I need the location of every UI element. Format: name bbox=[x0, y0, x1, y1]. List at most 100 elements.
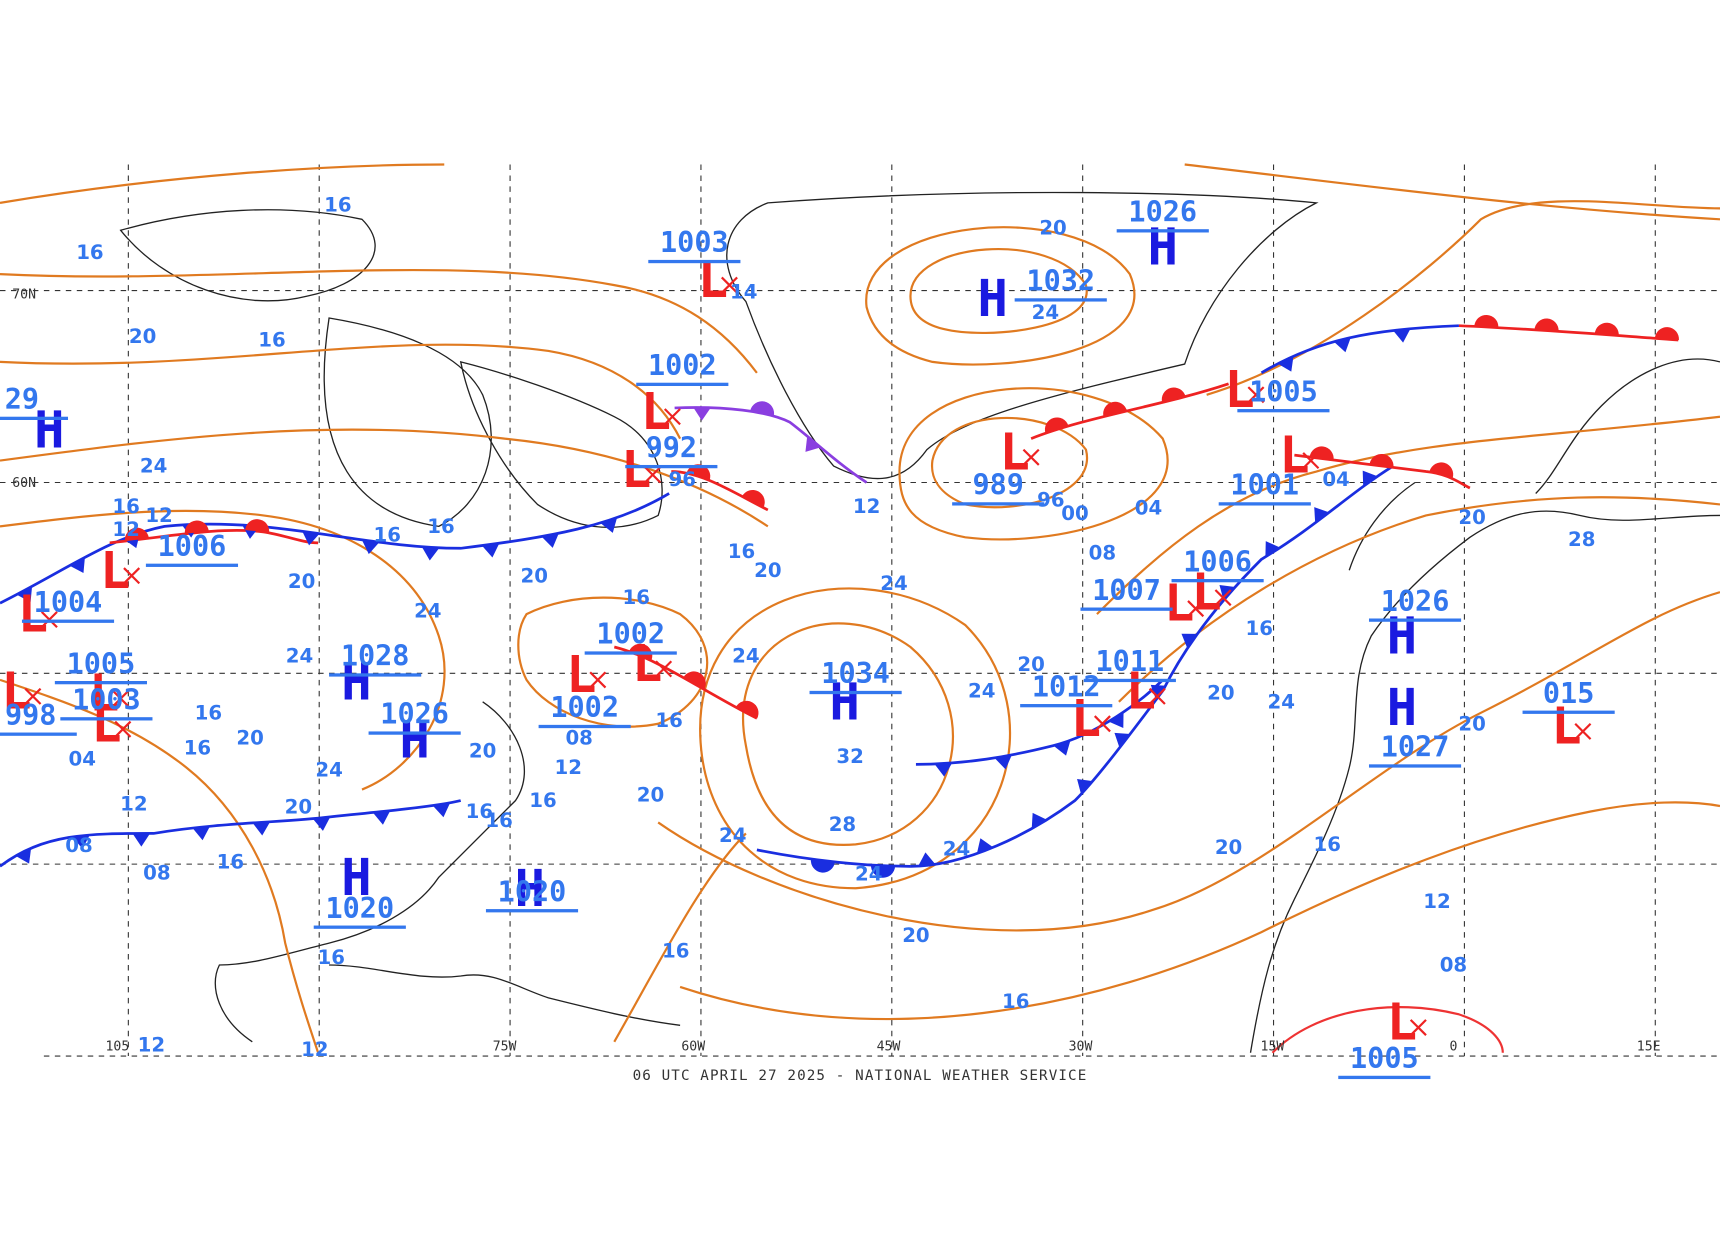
isobar-label: 20 bbox=[288, 570, 315, 593]
isobar bbox=[1271, 1006, 1504, 1054]
low-cross bbox=[123, 567, 141, 585]
isobar-label: 08 bbox=[1089, 541, 1116, 564]
front-triangle bbox=[481, 543, 500, 558]
central-pressure: 1027 bbox=[1381, 731, 1450, 764]
pressure-underline bbox=[1218, 502, 1311, 506]
isobar-label: 16 bbox=[529, 789, 556, 812]
isobar-label: 16 bbox=[258, 329, 285, 352]
front-triangle bbox=[600, 517, 618, 533]
isobar bbox=[0, 268, 758, 374]
isobar bbox=[699, 587, 1011, 890]
isobar-label: 20 bbox=[469, 740, 496, 763]
isobar-label: 20 bbox=[1017, 653, 1044, 676]
pressure-underline bbox=[648, 259, 741, 264]
pressure-underline bbox=[636, 382, 729, 387]
longitude-label: 30W bbox=[1069, 1040, 1093, 1055]
front-semicircle bbox=[124, 527, 149, 542]
pressure-underline bbox=[0, 416, 69, 420]
central-pressure: 1002 bbox=[596, 618, 665, 651]
pressure-underline bbox=[952, 502, 1045, 506]
central-pressure: 1002 bbox=[550, 691, 619, 724]
central-pressure: 1003 bbox=[660, 226, 729, 259]
warm-front bbox=[1030, 382, 1230, 440]
isobar-label: 12 bbox=[1423, 890, 1450, 913]
low-cross bbox=[1214, 589, 1232, 607]
latitude-label: 60N bbox=[12, 476, 36, 491]
isobar-label: 16 bbox=[485, 809, 512, 832]
isobar-label: 24 bbox=[315, 758, 342, 781]
front-triangle bbox=[192, 826, 210, 841]
isobar-label: 04 bbox=[69, 747, 96, 770]
front-triangle bbox=[252, 821, 271, 836]
central-pressure: 1011 bbox=[1096, 645, 1165, 678]
isobar-label: 12 bbox=[120, 792, 147, 815]
fronts bbox=[0, 314, 1679, 878]
isobars bbox=[0, 163, 1720, 1054]
front-semicircle bbox=[1429, 462, 1454, 478]
front-semicircle bbox=[870, 865, 896, 878]
central-pressure: 1005 bbox=[1350, 1042, 1419, 1075]
front-semicircle bbox=[1474, 314, 1499, 328]
central-pressure: 1005 bbox=[67, 647, 136, 680]
front-triangle bbox=[132, 833, 151, 847]
front-triangle bbox=[1077, 779, 1093, 795]
pressure-underline bbox=[809, 690, 902, 695]
pressure-underline bbox=[60, 717, 153, 721]
front-triangle bbox=[1150, 684, 1167, 700]
isobar-label: 08 bbox=[1440, 954, 1467, 977]
front-triangle bbox=[1181, 633, 1198, 649]
isobar-label: 12 bbox=[853, 495, 880, 518]
isobar-label: 20 bbox=[520, 564, 547, 587]
isobar-label: 16 bbox=[427, 515, 454, 538]
isobar bbox=[657, 591, 1720, 932]
front-semicircle bbox=[810, 859, 835, 873]
low-cross bbox=[721, 276, 738, 294]
isobar-label: 16 bbox=[1002, 990, 1029, 1013]
latitude-label: 70N bbox=[12, 287, 36, 302]
cold-front bbox=[0, 492, 670, 605]
front-semicircle bbox=[750, 401, 775, 416]
front-semicircle bbox=[1654, 327, 1679, 340]
front-triangle bbox=[16, 586, 33, 603]
front-semicircle bbox=[245, 519, 270, 533]
front-triangle bbox=[805, 436, 821, 452]
front-triangle bbox=[69, 557, 85, 574]
front-semicircle bbox=[1369, 453, 1394, 468]
central-pressure: 1028 bbox=[341, 640, 410, 673]
isobar-label: 24 bbox=[732, 644, 759, 667]
isobar-label: 20 bbox=[236, 727, 263, 750]
pressure-underline bbox=[1083, 678, 1176, 683]
front-triangle bbox=[15, 847, 32, 864]
isobar-label: 20 bbox=[1458, 506, 1485, 529]
front-triangle bbox=[976, 838, 994, 854]
central-pressure: 992 bbox=[646, 431, 697, 464]
isobar-label: 16 bbox=[662, 939, 689, 962]
isobar-label: 16 bbox=[184, 736, 211, 759]
pressure-underline bbox=[485, 909, 579, 913]
isobar-label: 12 bbox=[145, 504, 172, 527]
front-triangle bbox=[994, 754, 1012, 770]
front-triangle bbox=[302, 531, 320, 546]
front-semicircle bbox=[735, 700, 759, 719]
central-pressure: 1004 bbox=[34, 586, 103, 619]
longitude-label: 0 bbox=[1449, 1040, 1457, 1055]
front-triangle bbox=[1053, 740, 1071, 756]
isobar bbox=[0, 343, 682, 440]
isobar-label: 20 bbox=[129, 325, 156, 348]
front-triangle bbox=[361, 539, 380, 555]
low-cross bbox=[112, 690, 130, 707]
pressure-underline bbox=[0, 732, 77, 736]
longitude-label: 15W bbox=[1261, 1040, 1285, 1055]
us-coast bbox=[214, 701, 681, 1043]
low-cross bbox=[1148, 687, 1166, 705]
isobar bbox=[930, 416, 1089, 509]
pressure-underline bbox=[21, 619, 115, 623]
isobar-label: 04 bbox=[1322, 468, 1349, 491]
isobar-label: 20 bbox=[1207, 682, 1234, 705]
pressure-underline bbox=[1116, 229, 1209, 233]
isobar-label: 20 bbox=[1458, 712, 1485, 735]
central-pressure: 1007 bbox=[1092, 574, 1161, 607]
low-cross bbox=[1574, 722, 1592, 740]
isobar-label: 00 bbox=[1061, 502, 1088, 525]
isobar bbox=[517, 596, 709, 728]
